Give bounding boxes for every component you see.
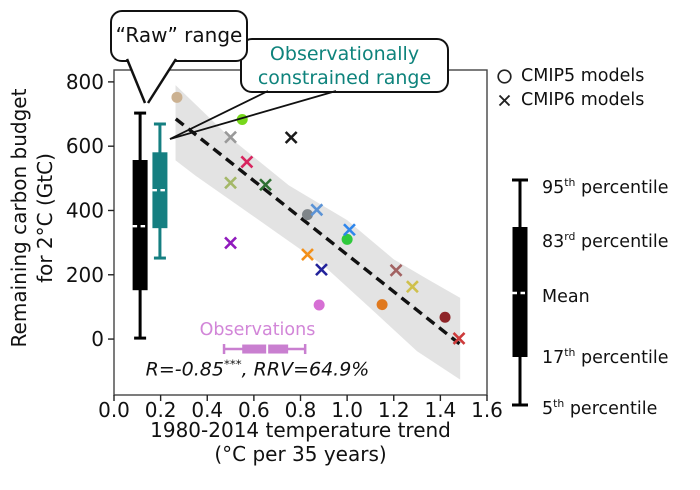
pct-box — [512, 227, 528, 357]
y-tick-label: 600 — [66, 134, 104, 158]
y-axis-label-line2: for 2°C (GtC) — [33, 153, 57, 283]
cmip6-point — [284, 131, 298, 144]
cmip6-point — [240, 155, 254, 169]
y-tick-label: 0 — [91, 327, 104, 351]
x-marker-icon — [498, 94, 511, 106]
observations-label: Observations — [199, 320, 316, 340]
constrained-range-boxplot-box — [152, 152, 168, 229]
regression-line — [174, 117, 465, 349]
constrained-range-boxplot — [152, 122, 168, 260]
cmip5-point — [439, 311, 451, 323]
x-tick-label: 0.8 — [285, 398, 317, 422]
circle-marker-icon — [497, 68, 512, 84]
raw-range-callout: “Raw” range — [110, 10, 248, 62]
cmip6-point — [452, 332, 466, 345]
y-tick-label: 200 — [66, 263, 104, 287]
stats-rrv: , RRV=64.9% — [241, 358, 370, 381]
observations-box — [242, 344, 289, 354]
y-tick-label: 800 — [66, 70, 104, 94]
cmip5-point — [171, 91, 183, 103]
x-tick-label: 0.2 — [145, 398, 177, 422]
x-tick-label: 1.4 — [424, 398, 456, 422]
y-axis-label: Remaining carbon budget for 2°C (GtC) — [6, 43, 58, 393]
raw-range-label: “Raw” range — [115, 23, 243, 47]
cmip5-point — [376, 299, 388, 311]
cmip6-point — [389, 263, 403, 277]
cmip5-point — [341, 233, 353, 245]
cmip6-point — [405, 280, 419, 294]
percentile-legend-glyph — [512, 178, 528, 407]
cmip6-point — [301, 248, 314, 261]
x-tick-label: 0.4 — [191, 398, 223, 422]
x-tick-label: 1.0 — [331, 398, 363, 422]
y-tick-label: 400 — [66, 198, 104, 222]
cmip5-point — [313, 299, 325, 311]
cmip6-point — [224, 176, 237, 190]
x-tick-label: 1.2 — [378, 398, 410, 422]
legend-item-cmip6: CMIP6 models — [496, 88, 644, 112]
x-axis-label-line1: 1980-2014 temperature trend — [150, 418, 451, 442]
cmip5-point — [301, 209, 313, 221]
percentile-label: 95th percentile — [542, 176, 669, 198]
y-axis-label-line1: Remaining carbon budget — [7, 88, 31, 348]
constrained-range-line1: Observationally — [269, 43, 420, 65]
percentile-label: 5th percentile — [542, 397, 658, 419]
percentile-label: 83rd percentile — [542, 230, 669, 252]
stats-stars: *** — [223, 357, 242, 371]
cmip5-point — [236, 114, 248, 126]
raw-range-boxplot — [132, 111, 148, 340]
percentile-label: Mean — [542, 286, 590, 307]
x-axis-label: 1980-2014 temperature trend (°C per 35 y… — [114, 418, 487, 466]
constrained-range-line2: constrained range — [257, 67, 432, 89]
stats-r: R=-0.85 — [145, 358, 224, 381]
x-tick-label: 0.6 — [238, 398, 270, 422]
observations-boxplot — [222, 344, 307, 355]
stats-annotation: R=-0.85***, RRV=64.9% — [115, 357, 400, 380]
cmip6-point — [315, 263, 328, 277]
x-tick-label: 0.0 — [98, 398, 130, 422]
cmip6-point — [224, 236, 237, 250]
cmip6-point — [310, 203, 324, 217]
legend-cmip5-label: CMIP5 models — [521, 66, 645, 86]
x-axis-label-line2: (°C per 35 years) — [214, 442, 387, 466]
constrained-range-callout: Observationally constrained range — [240, 38, 449, 93]
marker-legend: CMIP5 models CMIP6 models — [496, 64, 644, 112]
percentile-label: 17th percentile — [542, 346, 669, 368]
legend-cmip6-label: CMIP6 models — [521, 90, 645, 110]
cmip6-point — [259, 178, 272, 192]
legend-item-cmip5: CMIP5 models — [496, 64, 644, 88]
x-tick-label: 1.6 — [471, 398, 503, 422]
raw-range-boxplot-box — [132, 160, 148, 291]
cmip6-point — [343, 223, 356, 237]
